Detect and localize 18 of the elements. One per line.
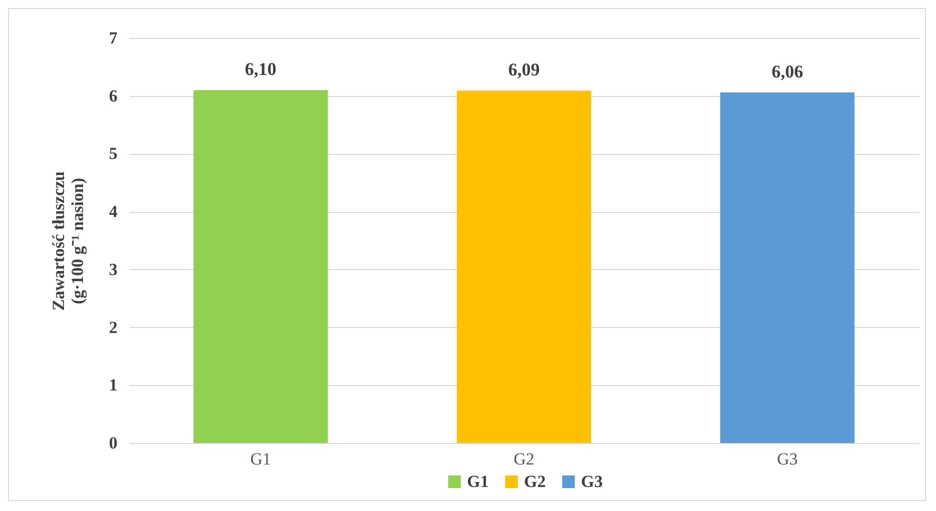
legend-label: G3: [581, 472, 603, 491]
data-label: 6,09: [508, 60, 540, 80]
y-tick-label: 7: [109, 28, 118, 48]
y-axis-title: Zawartość tłuszczu (g·100 g⁻¹ nasion): [49, 171, 87, 311]
x-tick-label: G3: [776, 450, 798, 468]
y-tick-label: 0: [109, 434, 118, 452]
y-tick-label: 5: [109, 144, 118, 164]
data-label: 6,10: [244, 59, 276, 80]
legend-label: G1: [467, 472, 489, 491]
x-tick-label: G2: [514, 450, 534, 468]
y-tick-label: 2: [109, 318, 118, 337]
x-tick-label: G1: [250, 450, 272, 468]
data-label: 6,06: [772, 61, 804, 82]
y-tick-label: 6: [109, 86, 118, 106]
y-tick-label: 1: [109, 376, 118, 395]
y-tick-label: 3: [109, 260, 118, 279]
y-tick-label: 4: [109, 202, 118, 222]
legend-label: G2: [524, 472, 546, 491]
